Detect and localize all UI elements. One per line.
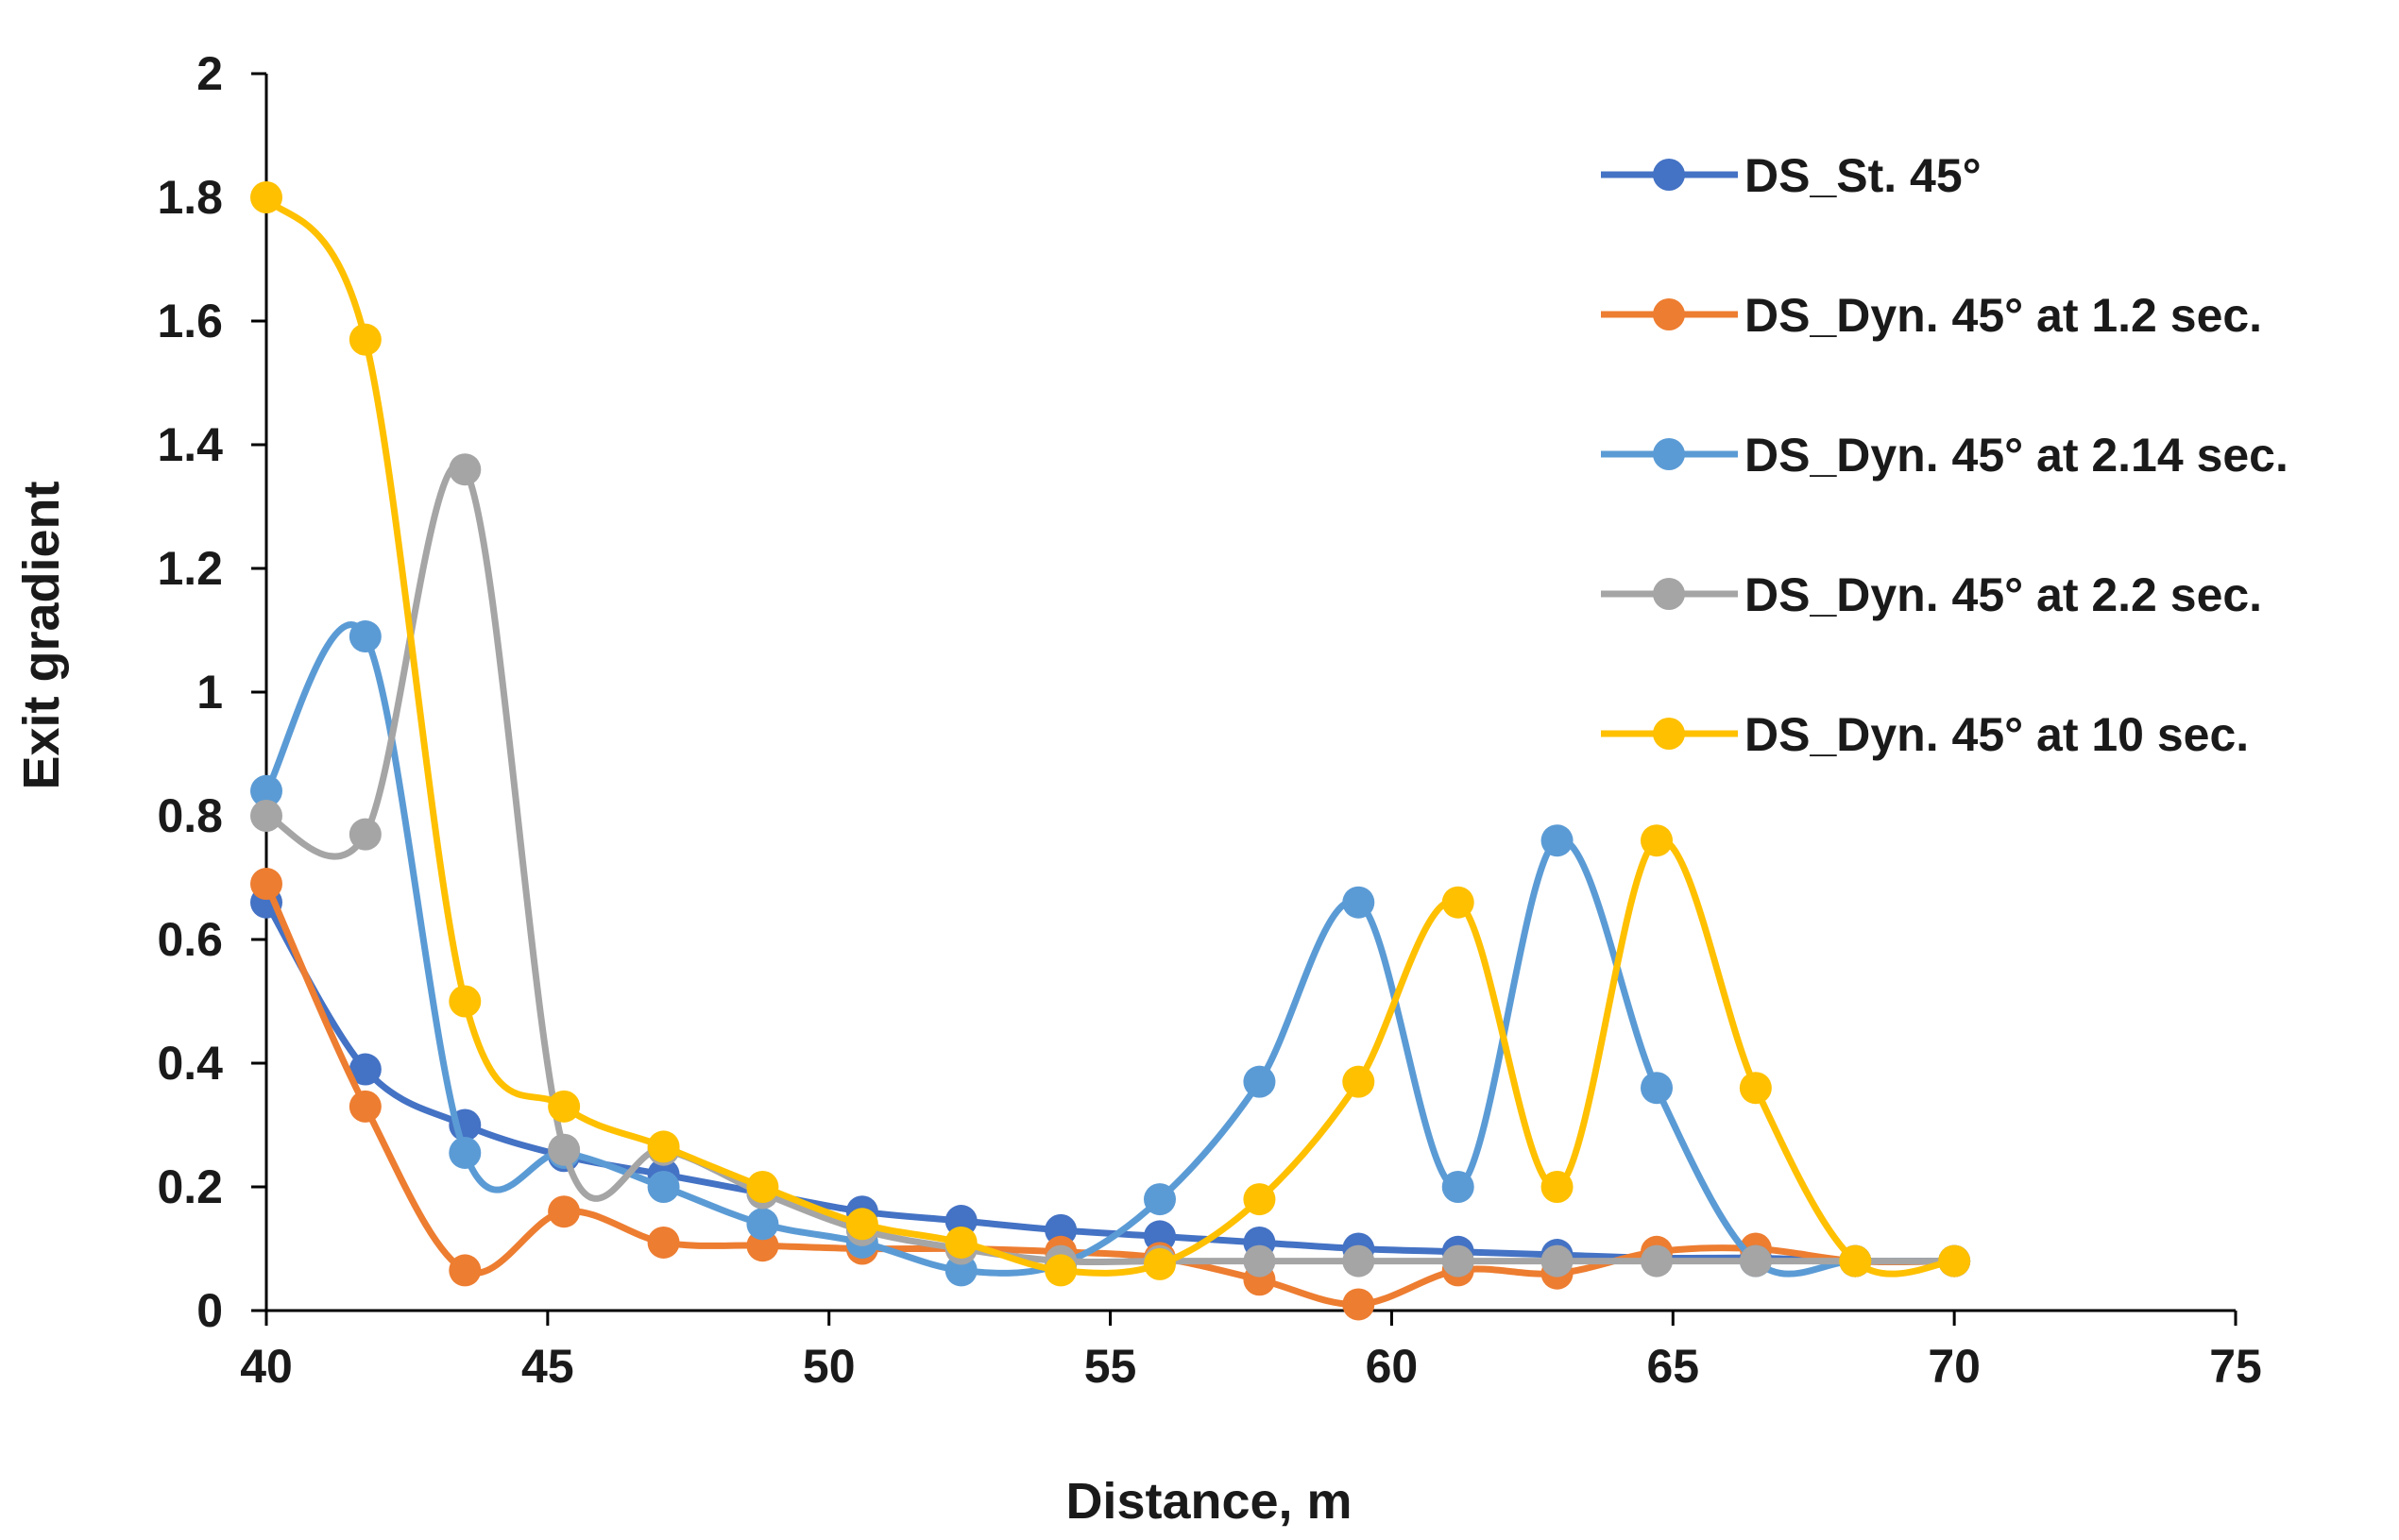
data-point: [1839, 1244, 1872, 1278]
data-point: [1143, 1183, 1176, 1216]
data-point: [1641, 824, 1674, 857]
legend-swatch-marker: [1653, 298, 1685, 330]
data-point: [1342, 1288, 1375, 1321]
series-line: [263, 621, 1958, 1278]
data-point: [746, 1171, 779, 1203]
y-tick-label: 0.6: [157, 913, 223, 966]
legend-label: DS_Dyn. 45° at 2.14 sec.: [1744, 429, 2288, 482]
data-point: [1342, 1244, 1375, 1278]
legend-label: DS_Dyn. 45° at 2.2 sec.: [1744, 568, 2262, 621]
data-point: [1938, 1244, 1971, 1278]
data-point: [1739, 1072, 1772, 1105]
data-point: [1540, 1244, 1574, 1278]
data-point: [746, 1208, 779, 1241]
series-layer: [250, 181, 1971, 1321]
data-point: [845, 1208, 878, 1241]
series-line: [263, 899, 1958, 1265]
data-point: [1243, 1244, 1276, 1278]
data-point: [1045, 1254, 1078, 1287]
x-tick-label: 60: [1366, 1340, 1419, 1393]
y-tick-label: 1.8: [157, 171, 223, 224]
y-tick-label: 0.8: [157, 789, 223, 842]
legend-label: DS_Dyn. 45° at 10 sec.: [1744, 708, 2249, 761]
data-point: [250, 181, 282, 213]
legend-item: DS_Dyn. 45° at 2.14 sec.: [1601, 429, 2288, 482]
legend-item: DS_Dyn. 45° at 10 sec.: [1601, 708, 2249, 761]
x-tick-label: 40: [240, 1340, 293, 1393]
y-axis-title: Exit gradient: [13, 481, 70, 789]
legend-item: DS_Dyn. 45° at 1.2 sec.: [1601, 289, 2262, 342]
data-point: [1243, 1183, 1276, 1216]
x-tick-label: 75: [2209, 1340, 2262, 1393]
x-axis-title: Distance, m: [1065, 1473, 1352, 1530]
data-point: [1540, 824, 1574, 857]
legend-label: DS_Dyn. 45° at 1.2 sec.: [1744, 289, 2262, 342]
data-point: [548, 1133, 581, 1166]
y-tick-label: 1: [196, 666, 223, 719]
y-tick-label: 1.2: [157, 542, 223, 595]
data-point: [548, 1090, 581, 1123]
legend-item: DS_St. 45°: [1601, 149, 1982, 202]
data-point: [1342, 886, 1375, 919]
data-point: [647, 1226, 680, 1259]
data-point: [250, 800, 282, 832]
y-tick-label: 0.2: [157, 1160, 223, 1213]
data-point: [449, 453, 482, 486]
data-point: [1641, 1072, 1674, 1105]
data-point: [449, 1254, 482, 1287]
legend-item: DS_Dyn. 45° at 2.2 sec.: [1601, 568, 2262, 621]
y-tick-label: 1.4: [157, 418, 223, 471]
x-tick-label: 45: [521, 1340, 574, 1393]
legend: DS_St. 45° DS_Dyn. 45° at 1.2 sec. DS_Dyn.…: [1601, 149, 2288, 761]
data-point: [1739, 1244, 1772, 1278]
data-point: [349, 323, 382, 356]
data-point: [449, 985, 482, 1018]
series-2: [250, 868, 1971, 1321]
data-point: [1441, 1244, 1474, 1278]
y-tick-label: 1.6: [157, 295, 223, 347]
series-5: [250, 181, 1971, 1287]
series-4: [250, 453, 1971, 1278]
data-point: [349, 1053, 382, 1086]
data-point: [349, 620, 382, 653]
x-tick-label: 65: [1646, 1340, 1699, 1393]
legend-label: DS_St. 45°: [1744, 149, 1982, 202]
data-point: [1143, 1247, 1176, 1280]
data-point: [1641, 1244, 1674, 1278]
data-point: [1243, 1065, 1276, 1098]
data-point: [944, 1226, 978, 1259]
y-tick-label: 0.4: [157, 1037, 223, 1090]
data-point: [250, 868, 282, 901]
x-tick-label: 50: [803, 1340, 856, 1393]
data-point: [1441, 886, 1474, 919]
y-tick-label: 0: [196, 1284, 223, 1337]
x-tick-label: 55: [1084, 1340, 1137, 1393]
legend-swatch-marker: [1653, 159, 1685, 191]
legend-swatch-marker: [1653, 438, 1685, 470]
data-point: [647, 1130, 680, 1163]
legend-swatch-marker: [1653, 718, 1685, 750]
axes: 40 45 50 55 60 65 70 75 0 0.2 0.4 0.6 0.8 1 1.2 1.4 1.6 1…: [157, 47, 2261, 1393]
data-point: [647, 1171, 680, 1203]
data-point: [349, 1090, 382, 1123]
legend-swatch-marker: [1653, 578, 1685, 610]
y-tick-label: 2: [196, 47, 223, 100]
data-point: [548, 1195, 581, 1228]
data-point: [250, 774, 282, 807]
data-point: [349, 818, 382, 851]
data-point: [1540, 1171, 1574, 1203]
x-tick-label: 70: [1928, 1340, 1981, 1393]
data-point: [1441, 1171, 1474, 1203]
data-point: [1342, 1065, 1375, 1098]
data-point: [449, 1136, 482, 1169]
